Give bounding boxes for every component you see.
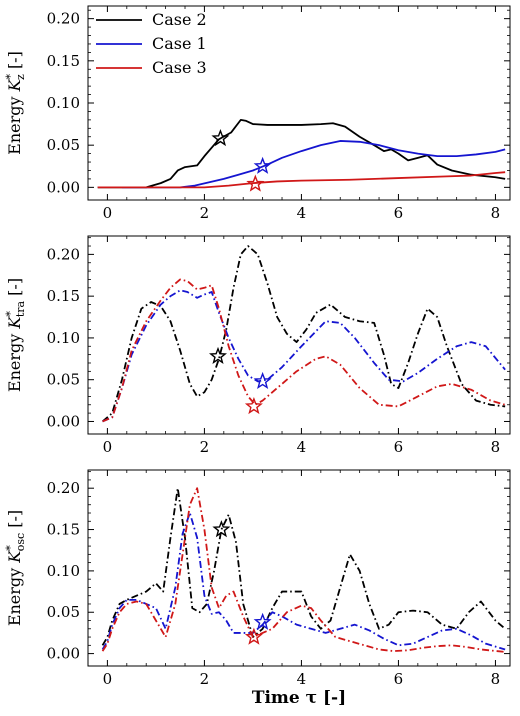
- y-axis-label: Energy K*osc [-]: [4, 510, 27, 626]
- y-tick-label: 0.00: [47, 178, 80, 196]
- y-tick-label: 0.10: [47, 562, 80, 580]
- legend-label: Case 2: [152, 10, 207, 29]
- y-tick-label: 0.15: [47, 521, 80, 539]
- x-tick-label: 4: [297, 204, 307, 222]
- x-tick-label: 4: [297, 670, 307, 688]
- panel-1: 0 2 4 6 8 0.00 0.05 0.10 0.15 0.20 Energy K*z [-] C…: [4, 5, 511, 222]
- y-tick-label: 0.00: [47, 645, 80, 663]
- y-tick-label: 0.20: [47, 245, 80, 263]
- star-marker-case-3: [246, 174, 265, 192]
- series-line-case-1: [121, 140, 506, 189]
- star-marker-case-1: [253, 371, 272, 390]
- star-marker-case-2: [211, 128, 230, 147]
- x-tick-label: 2: [200, 204, 210, 222]
- series-line-case-2: [97, 118, 506, 189]
- y-tick-label: 0.05: [47, 371, 80, 389]
- x-tick-label: 0: [103, 204, 113, 222]
- series-line-case-1: [102, 289, 506, 423]
- star-marker-case-3: [244, 396, 263, 415]
- series-line-case-1: [101, 512, 506, 651]
- series-line-case-3: [101, 487, 506, 653]
- x-tick-label: 8: [491, 670, 501, 688]
- series-line-case-2: [101, 487, 506, 646]
- star-marker-case-2: [212, 520, 231, 538]
- y-tick-label: 0.15: [47, 52, 80, 70]
- axes-frame: [87, 235, 511, 435]
- y-tick-label: 0.20: [47, 479, 80, 497]
- y-tick-label: 0.05: [47, 136, 80, 154]
- y-axis-label: Energy K*z [-]: [4, 51, 27, 155]
- series-line-case-3: [102, 278, 506, 423]
- y-tick-label: 0.00: [47, 412, 80, 430]
- y-tick-label: 0.10: [47, 329, 80, 347]
- x-tick-label: 2: [200, 670, 210, 688]
- x-tick-label: 6: [394, 670, 404, 688]
- y-tick-label: 0.20: [47, 10, 80, 28]
- star-marker-case-3: [244, 627, 263, 645]
- star-marker-case-1: [253, 612, 272, 630]
- x-tick-label: 6: [394, 204, 404, 222]
- y-axis-label: Energy K*tra [-]: [4, 278, 27, 392]
- panel-2: 0 2 4 6 8 0.00 0.05 0.10 0.15 0.20 Energy K*tra [-…: [4, 235, 511, 456]
- legend: Case 2 Case 1 Case 3: [96, 10, 207, 77]
- axes-frame: [87, 469, 511, 667]
- star-marker-case-1: [253, 156, 272, 174]
- y-tick-label: 0.10: [47, 94, 80, 112]
- legend-label: Case 1: [152, 34, 207, 53]
- x-tick-label: 4: [297, 438, 307, 456]
- panel-3: 0 2 4 6 8 0.00 0.05 0.10 0.15 0.20 Energy K*osc [-…: [4, 469, 511, 688]
- x-tick-label: 8: [491, 204, 501, 222]
- y-tick-label: 0.05: [47, 603, 80, 621]
- x-tick-label: 6: [394, 438, 404, 456]
- y-tick-label: 0.15: [47, 287, 80, 305]
- x-tick-label: 0: [103, 438, 113, 456]
- x-tick-label: 2: [200, 438, 210, 456]
- legend-label: Case 3: [152, 58, 207, 77]
- x-axis-label: Time τ [-]: [252, 688, 346, 708]
- series-line-case-2: [101, 245, 506, 423]
- x-tick-label: 8: [491, 438, 501, 456]
- series-line-case-3: [97, 171, 506, 189]
- x-tick-label: 0: [103, 670, 113, 688]
- star-marker-case-2: [208, 346, 227, 364]
